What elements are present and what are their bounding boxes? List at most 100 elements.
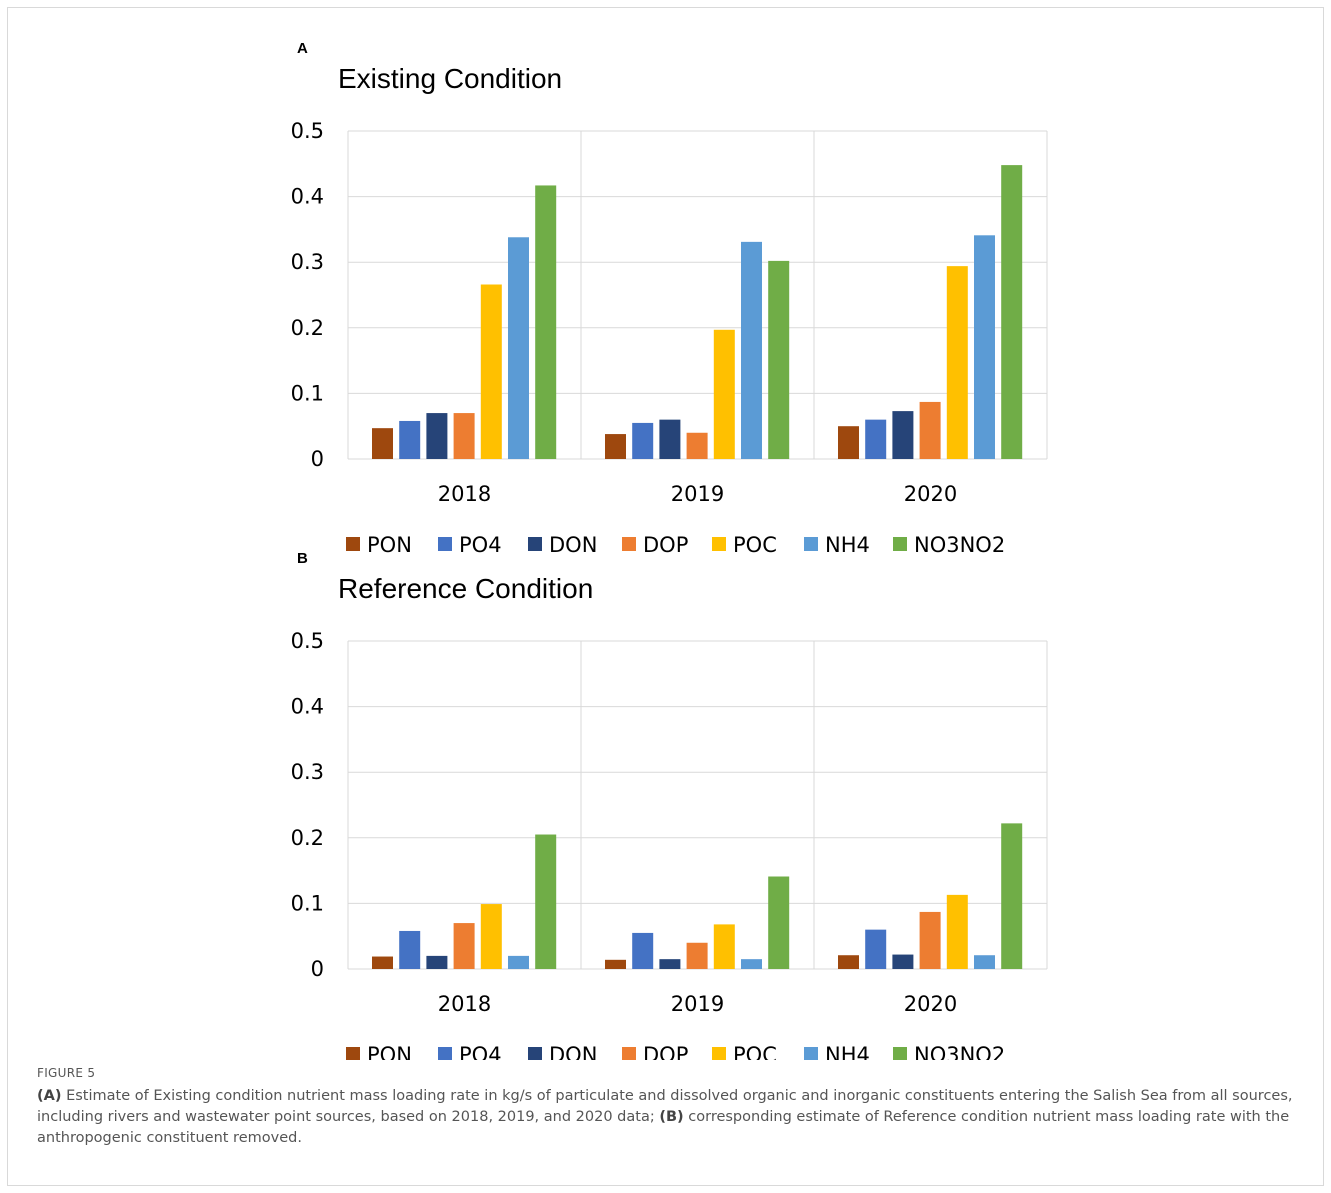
y-tick-label: 0.1	[291, 381, 324, 405]
legend-label: DOP	[643, 1043, 688, 1060]
bar-pon-2019	[605, 434, 626, 459]
legend-swatch-po4	[438, 537, 452, 551]
legend-label: DON	[549, 533, 597, 557]
bar-pon-2019	[605, 959, 626, 969]
bar-po4-2018	[399, 930, 421, 969]
bar-dop-2019	[686, 942, 708, 969]
legend-swatch-pon	[346, 537, 360, 551]
legend-label: NO3NO2	[914, 1043, 1005, 1060]
bar-no3no2-2018	[535, 834, 557, 969]
legend-label: POC	[733, 533, 777, 557]
y-tick-label: 0.4	[291, 695, 324, 719]
bar-nh4-2018	[508, 955, 529, 969]
legend-label: NH4	[825, 1043, 870, 1060]
bar-nh4-2019	[741, 959, 762, 969]
caption-part-b-text: corresponding estimate of Reference cond…	[37, 1109, 1290, 1146]
bar-dop-2020	[919, 911, 941, 969]
bar-po4-2018	[399, 420, 421, 459]
bar-nh4-2020	[974, 955, 995, 969]
bar-nh4-2019	[741, 241, 762, 459]
bar-dop-2018	[453, 923, 475, 969]
y-tick-label: 0.4	[291, 185, 324, 209]
y-tick-label: 0	[311, 957, 324, 981]
bar-pon-2020	[838, 955, 859, 969]
y-tick-label: 0.5	[291, 629, 324, 653]
legend-swatch-po4	[438, 1047, 452, 1060]
bar-poc-2018	[480, 284, 502, 459]
legend-swatch-nh4	[804, 537, 818, 551]
legend-swatch-don	[528, 537, 542, 551]
legend-label: PON	[367, 533, 412, 557]
x-tick-label: 2018	[438, 482, 491, 506]
bar-don-2019	[659, 959, 681, 969]
x-tick-label: 2020	[904, 482, 957, 506]
bar-don-2020	[892, 954, 914, 969]
figure-label: FIGURE 5	[37, 1066, 96, 1080]
y-tick-label: 0.3	[291, 760, 324, 784]
bar-poc-2019	[713, 329, 735, 459]
y-tick-label: 0.2	[291, 316, 324, 340]
y-tick-label: 0.2	[291, 826, 324, 850]
bar-pon-2018	[372, 428, 393, 459]
bar-don-2020	[892, 411, 914, 459]
figure-frame	[7, 7, 1324, 1186]
x-tick-label: 2020	[904, 992, 957, 1016]
bar-dop-2019	[686, 432, 708, 459]
bar-dop-2020	[919, 401, 941, 459]
y-tick-label: 0.1	[291, 891, 324, 915]
bar-no3no2-2019	[768, 260, 790, 459]
legend-label: PON	[367, 1043, 412, 1060]
caption-part-b-tag: (B)	[659, 1109, 684, 1125]
y-tick-label: 0	[311, 447, 324, 471]
chart-panel-b: B Reference Condition 0 0.1 0.2 0.3 0.4 0.5 2018…	[291, 550, 1048, 1060]
legend-label: PO4	[459, 533, 502, 557]
bar-nh4-2018	[508, 237, 529, 459]
bar-poc-2020	[946, 266, 968, 459]
bar-po4-2020	[865, 929, 887, 969]
y-tick-label: 0.3	[291, 250, 324, 274]
x-tick-label: 2018	[438, 992, 491, 1016]
bar-dop-2018	[453, 413, 475, 459]
bar-pon-2020	[838, 426, 859, 459]
bar-no3no2-2020	[1001, 823, 1023, 969]
bar-nh4-2020	[974, 235, 995, 459]
legend-swatch-poc	[712, 537, 726, 551]
legend-label: DON	[549, 1043, 597, 1060]
bar-poc-2019	[713, 924, 735, 969]
legend-swatch-no3no2	[893, 1047, 907, 1060]
chart-title: Existing Condition	[338, 63, 562, 94]
legend-swatch-dop	[622, 1047, 636, 1060]
x-tick-label: 2019	[671, 992, 724, 1016]
legend-swatch-no3no2	[893, 537, 907, 551]
legend-swatch-dop	[622, 537, 636, 551]
bar-po4-2019	[632, 932, 654, 969]
caption-part-a-text: Estimate of Existing condition nutrient …	[37, 1088, 1293, 1125]
legend-swatch-pon	[346, 1047, 360, 1060]
panel-label: A	[297, 40, 308, 57]
legend-swatch-nh4	[804, 1047, 818, 1060]
bar-don-2018	[426, 955, 448, 969]
y-tick-label: 0.5	[291, 119, 324, 143]
bar-don-2018	[426, 413, 448, 459]
caption-part-a-tag: (A)	[37, 1088, 62, 1104]
bar-po4-2020	[865, 419, 887, 459]
bar-no3no2-2018	[535, 185, 557, 459]
legend-swatch-poc	[712, 1047, 726, 1060]
legend-swatch-don	[528, 1047, 542, 1060]
x-tick-label: 2019	[671, 482, 724, 506]
caption-text: (A) Estimate of Existing condition nutri…	[37, 1086, 1297, 1149]
bar-poc-2020	[946, 894, 968, 969]
bar-don-2019	[659, 419, 681, 459]
bar-no3no2-2019	[768, 876, 790, 969]
bar-pon-2018	[372, 956, 393, 969]
figure-5-charts: A Existing Condition 0 0.1 0.2 0.3 0.4 0.5 2018 2…	[291, 40, 1048, 1060]
legend-label: PO4	[459, 1043, 502, 1060]
bar-poc-2018	[480, 904, 502, 969]
legend-label: POC	[733, 1043, 777, 1060]
legend-label: DOP	[643, 533, 688, 557]
legend-label: NO3NO2	[914, 533, 1005, 557]
bar-po4-2019	[632, 422, 654, 459]
chart-panel-a: A Existing Condition 0 0.1 0.2 0.3 0.4 0.5 2018 2…	[291, 40, 1048, 557]
chart-title: Reference Condition	[338, 573, 593, 604]
panel-label: B	[297, 550, 308, 567]
